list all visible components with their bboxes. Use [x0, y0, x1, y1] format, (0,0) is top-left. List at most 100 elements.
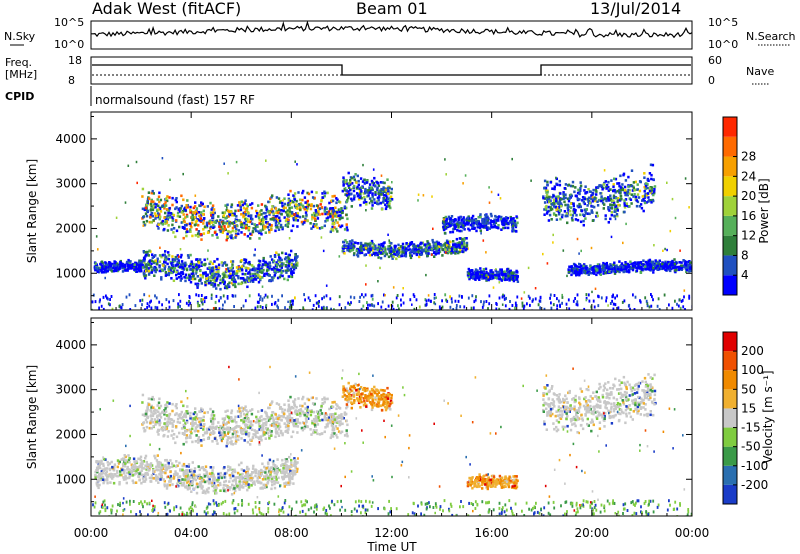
echo-cell — [190, 272, 193, 276]
echo-cell — [620, 262, 624, 265]
echo-cell — [197, 417, 201, 420]
echo-cell — [181, 272, 185, 276]
echo-cell — [152, 267, 155, 270]
echo-cell — [646, 261, 650, 264]
echo-cell — [252, 280, 255, 283]
echo-cell — [126, 268, 129, 271]
echo-cell — [451, 230, 455, 234]
echo-cell — [612, 201, 616, 204]
echo-cell — [480, 224, 484, 228]
echo-cell — [408, 251, 412, 254]
echo-cell — [623, 185, 627, 189]
echo-cell — [379, 201, 382, 205]
echo-cell — [362, 248, 366, 251]
echo-cell — [413, 307, 416, 310]
echo-cell — [275, 263, 279, 267]
echo-cell — [485, 270, 488, 274]
echo-cell — [358, 300, 361, 303]
echo-cell — [449, 220, 452, 224]
echo-cell — [381, 181, 384, 184]
echo-cell — [238, 265, 240, 269]
echo-cell — [476, 220, 480, 223]
echo-cell — [558, 299, 560, 303]
echo-cell — [344, 187, 347, 190]
echo-cell — [234, 230, 237, 233]
echo-cell — [621, 265, 625, 269]
echo-cell — [226, 296, 229, 300]
echo-cell — [293, 198, 297, 201]
echo-cell — [642, 198, 645, 201]
echo-cell — [484, 223, 488, 227]
echo-cell — [336, 211, 339, 214]
echo-cell — [345, 226, 349, 229]
echo-cell — [244, 272, 247, 276]
echo-cell — [203, 258, 206, 262]
echo-cell — [121, 270, 125, 273]
echo-cell — [269, 255, 272, 258]
echo-cell — [151, 256, 154, 259]
echo-cell — [254, 248, 256, 251]
echo-cell — [287, 193, 290, 196]
echo-cell — [144, 274, 148, 277]
echo-cell — [371, 303, 374, 307]
echo-cell — [687, 264, 690, 267]
echo-cell — [446, 222, 449, 226]
echo-cell — [576, 265, 579, 268]
echo-cell — [400, 303, 402, 307]
echo-cell — [488, 201, 491, 204]
colorbar-segment — [723, 136, 737, 157]
echo-cell — [484, 220, 487, 223]
echo-cell — [360, 249, 363, 252]
echo-cell — [621, 300, 624, 304]
echo-cell — [197, 230, 201, 233]
echo-cell — [456, 229, 459, 232]
echo-cell — [440, 246, 443, 249]
echo-cell — [472, 306, 475, 310]
echo-cell — [490, 190, 493, 194]
echo-cell — [625, 266, 628, 269]
echo-cell — [476, 270, 479, 274]
echo-cell — [150, 202, 153, 206]
echo-cell — [252, 272, 255, 276]
echo-cell — [178, 215, 182, 218]
echo-cell — [240, 265, 244, 268]
echo-cell — [561, 213, 564, 217]
echo-cell — [578, 190, 581, 193]
echo-cell — [413, 247, 416, 251]
echo-cell — [323, 400, 326, 404]
echo-cell — [454, 218, 457, 222]
echo-cell — [279, 258, 282, 262]
echo-cell — [688, 206, 690, 209]
echo-cell — [560, 215, 564, 219]
echo-cell — [649, 199, 652, 202]
echo-cell — [427, 294, 430, 297]
echo-cell — [156, 306, 159, 310]
echo-cell — [602, 183, 605, 186]
echo-cell — [367, 251, 370, 254]
echo-cell — [106, 269, 109, 273]
echo-cell — [633, 308, 636, 310]
echo-cell — [490, 277, 493, 281]
colorbar-tick-label: 16 — [741, 209, 756, 223]
echo-cell — [601, 201, 605, 205]
echo-cell — [215, 271, 218, 274]
echo-cell — [513, 271, 516, 274]
echo-cell — [152, 192, 155, 195]
echo-cell — [182, 419, 185, 422]
echo-cell — [500, 268, 503, 271]
echo-cell — [218, 299, 220, 303]
echo-cell — [236, 204, 240, 207]
echo-cell — [327, 210, 331, 213]
echo-cell — [670, 267, 673, 271]
echo-cell — [256, 267, 259, 270]
echo-cell — [444, 215, 447, 219]
echo-cell — [472, 224, 475, 227]
echo-cell — [259, 229, 262, 232]
echo-cell — [238, 269, 241, 273]
echo-cell — [335, 201, 338, 205]
echo-cell — [290, 206, 294, 209]
nsearch-tick-bottom: 10^0 — [708, 38, 738, 51]
echo-cell — [156, 212, 160, 215]
echo-cell — [257, 265, 261, 269]
